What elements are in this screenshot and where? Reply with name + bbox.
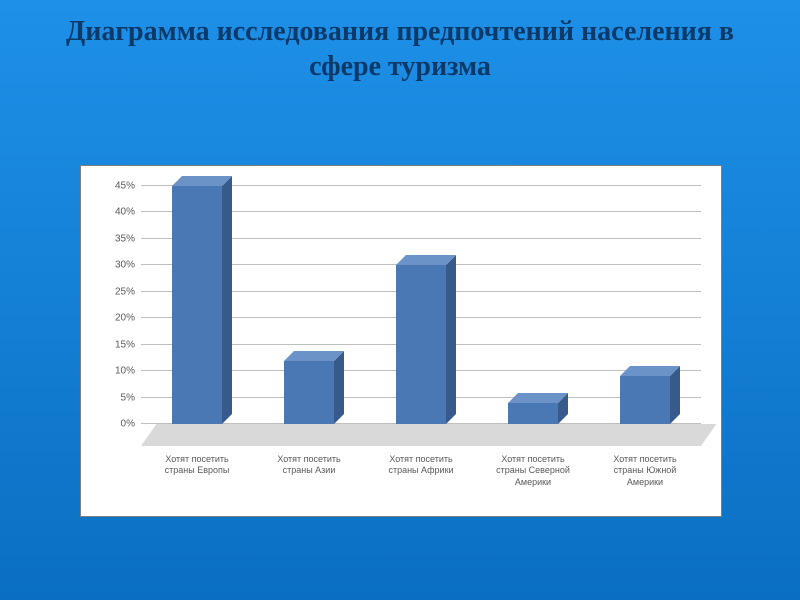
y-tick-label: 20%	[115, 313, 135, 324]
x-axis-label: Хотят посетить страны Южной Америки	[589, 454, 701, 488]
y-tick-label: 15%	[115, 339, 135, 350]
chart-bars	[141, 186, 701, 424]
y-tick-label: 10%	[115, 366, 135, 377]
y-tick-label: 45%	[115, 181, 135, 192]
bar-side	[334, 351, 344, 424]
y-tick-label: 30%	[115, 260, 135, 271]
y-tick-label: 25%	[115, 286, 135, 297]
y-tick-label: 5%	[121, 392, 135, 403]
bar-front	[508, 403, 558, 424]
chart-floor	[141, 424, 716, 446]
bar-front	[284, 361, 334, 424]
slide-title: Диаграмма исследования предпочтений насе…	[0, 0, 800, 84]
bar-top	[396, 255, 456, 265]
bar-side	[222, 176, 232, 424]
y-tick-label: 35%	[115, 233, 135, 244]
chart-card: 0%5%10%15%20%25%30%35%40%45% Хотят посет…	[80, 165, 722, 517]
plot-area: 0%5%10%15%20%25%30%35%40%45%	[141, 186, 701, 446]
bar-front	[172, 186, 222, 424]
y-tick-label: 0%	[121, 419, 135, 430]
bar	[172, 186, 222, 424]
bar-front	[396, 265, 446, 424]
x-axis-label: Хотят посетить страны Северной Америки	[477, 454, 589, 488]
bar-front	[620, 376, 670, 424]
x-axis-labels: Хотят посетить страны ЕвропыХотят посети…	[141, 448, 701, 508]
bar-side	[670, 366, 680, 424]
bar-top	[508, 393, 568, 403]
x-axis-label: Хотят посетить страны Европы	[141, 454, 253, 477]
bar-top	[620, 366, 680, 376]
x-axis-label: Хотят посетить страны Африки	[365, 454, 477, 477]
slide: Диаграмма исследования предпочтений насе…	[0, 0, 800, 600]
y-tick-label: 40%	[115, 207, 135, 218]
bar	[620, 376, 670, 424]
bar-top	[284, 351, 344, 361]
x-axis-label: Хотят посетить страны Азии	[253, 454, 365, 477]
bar-top	[172, 176, 232, 186]
bar	[396, 265, 446, 424]
bar	[284, 361, 334, 424]
bar-side	[446, 255, 456, 424]
bar	[508, 403, 558, 424]
